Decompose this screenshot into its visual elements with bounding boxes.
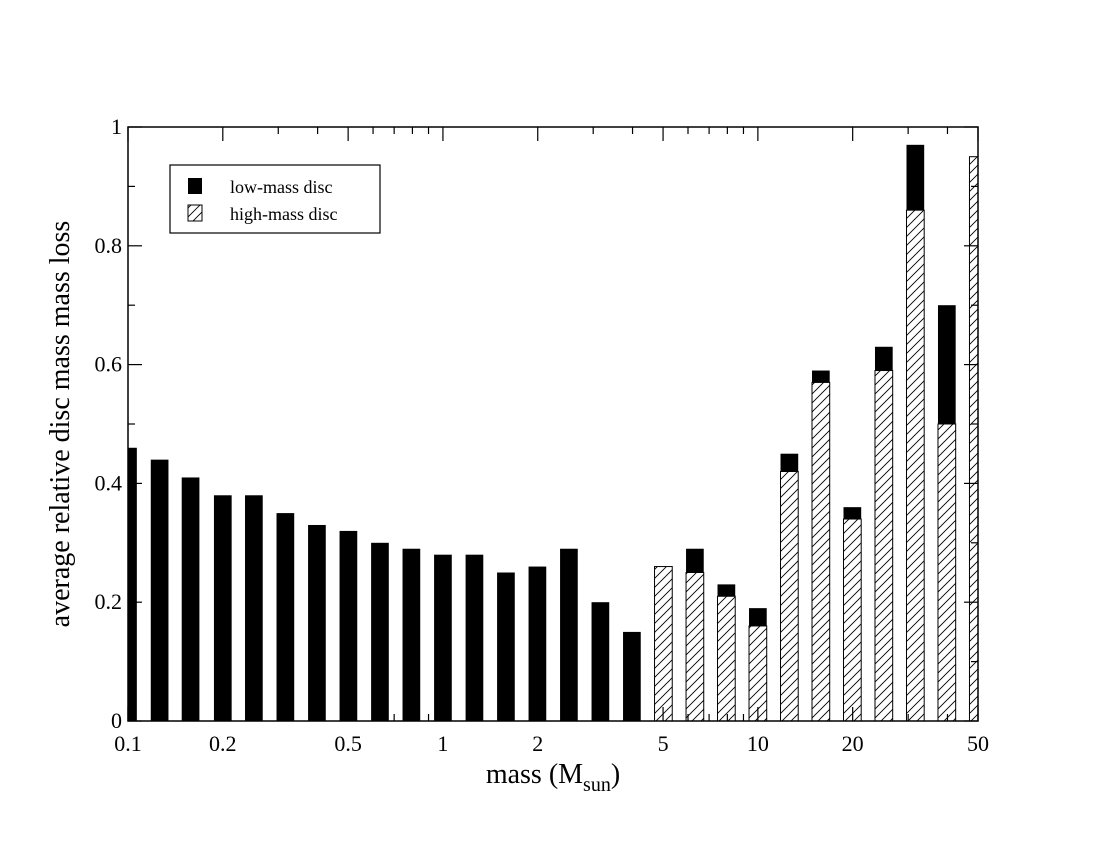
x-tick-label: 10 xyxy=(747,731,769,756)
legend-swatch-high-mass xyxy=(187,204,203,222)
x-tick-label: 2 xyxy=(532,731,543,756)
bar-high-mass-22 xyxy=(811,381,831,721)
legend-label-low-mass: low-mass disc xyxy=(230,177,333,197)
bars-layer xyxy=(128,144,978,721)
bar-high-mass-20 xyxy=(748,625,768,721)
x-tick-label: 0.2 xyxy=(209,731,237,756)
bar-low-mass-10 xyxy=(434,554,452,721)
x-tick-label: 20 xyxy=(842,731,864,756)
legend-swatch-low-mass xyxy=(188,178,202,194)
bar-low-mass-6 xyxy=(308,524,326,721)
x-tick-label: 0.5 xyxy=(334,731,362,756)
bar-high-mass-25 xyxy=(905,209,925,721)
bar-high-mass-27 xyxy=(968,156,978,721)
bar-low-mass-8 xyxy=(371,542,389,721)
x-axis-title-subscript: sun xyxy=(583,774,611,796)
bar-low-mass-3 xyxy=(213,495,232,721)
bar-low-mass-5 xyxy=(276,513,295,721)
bar-high-mass-21 xyxy=(780,471,799,721)
bar-low-mass-11 xyxy=(465,554,484,721)
bar-high-mass-23 xyxy=(843,518,862,721)
bar-low-mass-13 xyxy=(528,566,547,721)
bar-high-mass-19 xyxy=(717,595,736,721)
bar-high-mass-18 xyxy=(685,572,705,721)
y-tick-label: 0 xyxy=(111,708,122,733)
x-tick-label: 1 xyxy=(437,731,448,756)
bar-low-mass-0 xyxy=(128,447,137,721)
x-axis-title-end: ) xyxy=(611,759,620,790)
legend-box xyxy=(169,164,381,234)
bar-low-mass-2 xyxy=(181,477,200,721)
y-tick-label: 0.4 xyxy=(95,470,123,495)
legend-label-high-mass: high-mass disc xyxy=(230,204,338,224)
y-tick-label: 0.8 xyxy=(95,233,123,258)
y-tick-label: 0.6 xyxy=(95,352,123,377)
bar-low-mass-9 xyxy=(402,548,421,721)
bar-high-mass-24 xyxy=(874,370,894,721)
x-tick-label: 5 xyxy=(658,731,669,756)
bar-high-mass-17 xyxy=(654,566,673,721)
bar-low-mass-4 xyxy=(245,495,263,721)
legend: low-mass disc high-mass disc xyxy=(169,164,381,234)
y-tick-label: 0.2 xyxy=(95,589,123,614)
bar-low-mass-14 xyxy=(560,548,578,721)
y-tick-label: 1 xyxy=(111,114,122,139)
x-axis-title-main: mass (M xyxy=(486,759,583,790)
bar-low-mass-16 xyxy=(623,631,641,721)
x-tick-label: 0.1 xyxy=(114,731,142,756)
x-tick-label: 50 xyxy=(967,731,989,756)
bar-low-mass-7 xyxy=(339,530,358,721)
bar-high-mass-26 xyxy=(937,423,957,721)
y-axis-title: average relative disc mass mass loss xyxy=(45,221,76,628)
plot-area-frame xyxy=(127,126,979,722)
bar-low-mass-15 xyxy=(591,602,610,721)
bar-low-mass-12 xyxy=(497,572,515,721)
x-axis-title: mass (Msun) xyxy=(486,759,620,796)
tick-labels-layer: 0 0.2 0.4 0.6 0.8 1 0.1 0.2 0.5 1 2 5 10 20 50 xyxy=(95,114,990,756)
bar-low-mass-1 xyxy=(150,459,169,721)
